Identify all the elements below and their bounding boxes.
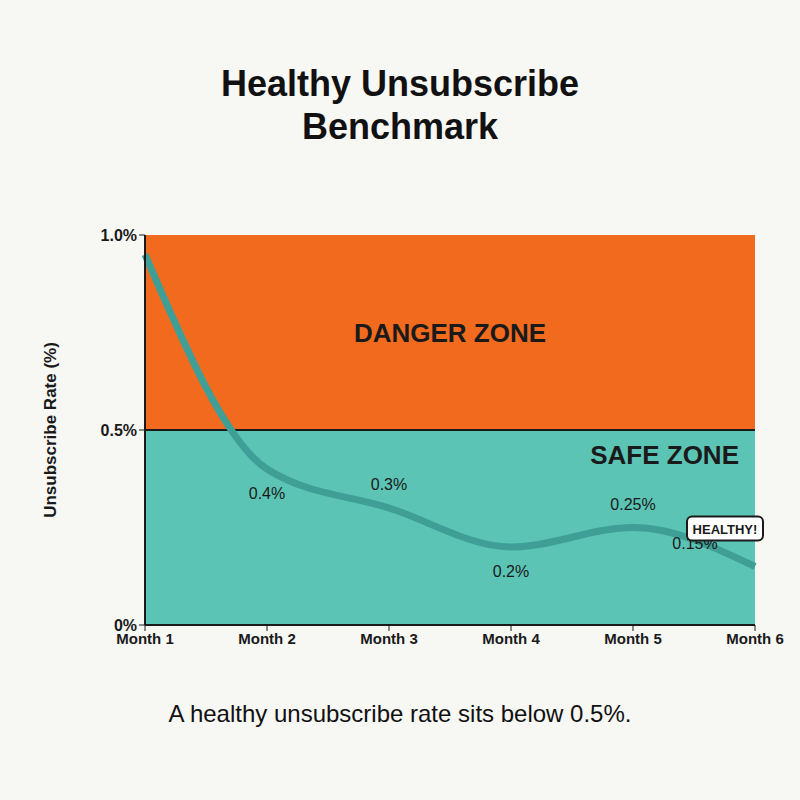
svg-text:Unsubscribe Rate (%): Unsubscribe Rate (%) — [41, 342, 60, 518]
svg-text:Month 1: Month 1 — [116, 629, 174, 647]
svg-text:0%: 0% — [114, 617, 137, 634]
svg-text:0.25%: 0.25% — [610, 496, 655, 513]
svg-text:DANGER ZONE: DANGER ZONE — [354, 318, 546, 348]
svg-text:0.3%: 0.3% — [371, 476, 407, 493]
svg-text:0.2%: 0.2% — [493, 563, 529, 580]
svg-text:1.0%: 1.0% — [101, 227, 137, 244]
svg-text:0.5%: 0.5% — [101, 422, 137, 439]
html-text:A healthy unsubscribe rate sit: A healthy unsubscribe rate sits below 0.… — [168, 700, 632, 727]
svg-text:HEALTHY!: HEALTHY! — [693, 522, 758, 537]
svg-text:SAFE ZONE: SAFE ZONE — [590, 440, 739, 470]
svg-text:0.4%: 0.4% — [249, 485, 285, 502]
html-text:Healthy Unsubscribe Benchmark: Healthy Unsubscribe Benchmark — [220, 63, 579, 148]
svg-text:0.15%: 0.15% — [672, 534, 718, 552]
svg-text:Month 6: Month 6 — [726, 630, 784, 647]
svg-text:Month 2: Month 2 — [238, 630, 296, 647]
svg-text:Month 5: Month 5 — [604, 630, 662, 647]
svg-text:Month 4: Month 4 — [482, 630, 540, 647]
svg-text:Month 3: Month 3 — [360, 630, 418, 647]
